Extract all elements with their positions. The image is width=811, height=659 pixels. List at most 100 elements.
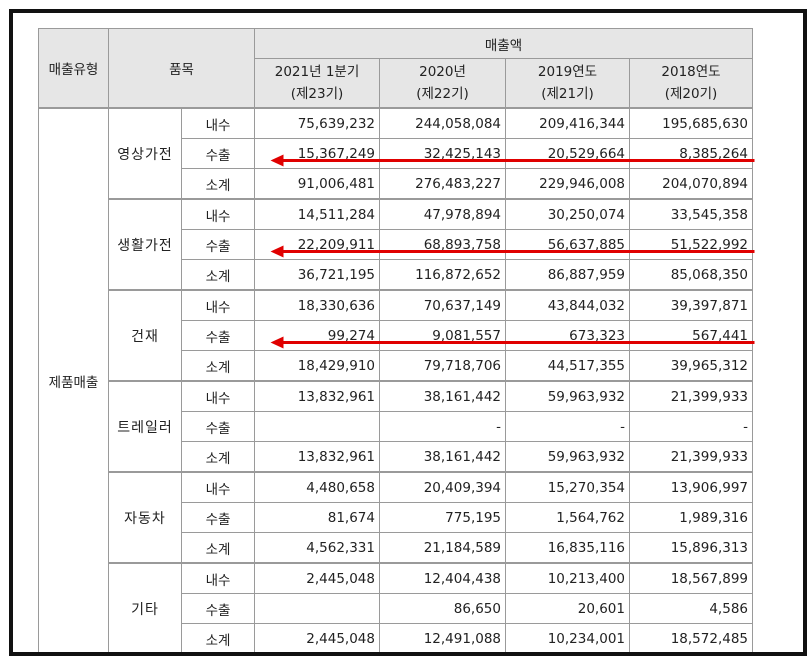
header-sales-type: 매출유형 xyxy=(38,28,109,109)
subtype-cell: 소계 xyxy=(181,259,255,291)
table-row: 소계 18,429,910 79,718,706 44,517,355 39,965,3… xyxy=(39,350,753,382)
value-cell: 99,274 xyxy=(254,320,380,351)
period-year: 2019연도 xyxy=(537,64,598,80)
value-cell: 229,946,008 xyxy=(505,168,630,200)
table-row: 수출 - - - xyxy=(39,411,753,442)
header-item: 품목 xyxy=(108,28,255,109)
value-cell: 21,399,933 xyxy=(629,441,753,473)
value-cell: 39,965,312 xyxy=(629,350,753,382)
value-cell: 47,978,894 xyxy=(379,198,506,230)
value-cell: 15,896,313 xyxy=(629,532,753,564)
table-row: 수출 81,674 775,195 1,564,762 1,989,316 xyxy=(39,502,753,533)
table-row: 건재 내수 18,330,636 70,637,149 43,844,032 39,397… xyxy=(39,289,753,382)
value-cell: 22,209,911 xyxy=(254,229,380,260)
subtype-cell: 수출 xyxy=(181,502,255,533)
period-year: 2018연도 xyxy=(661,64,721,80)
value-cell: 91,006,481 xyxy=(254,168,380,200)
value-cell: 2,445,048 xyxy=(254,562,380,594)
subtype-cell: 수출 xyxy=(181,229,255,260)
value-cell: 18,567,899 xyxy=(629,562,753,594)
value-cell: 567,441 xyxy=(629,320,753,351)
value-cell: 195,685,630 xyxy=(629,107,753,139)
value-cell: 13,832,961 xyxy=(254,441,380,473)
value-cell: 32,425,143 xyxy=(379,138,506,169)
value-cell: 18,572,485 xyxy=(629,623,753,652)
value-cell: 4,586 xyxy=(629,593,753,624)
value-cell: - xyxy=(379,411,506,442)
value-cell: 70,637,149 xyxy=(379,289,506,321)
subtype-cell: 소계 xyxy=(181,350,255,382)
value-cell: 38,161,442 xyxy=(379,380,506,412)
value-cell: - xyxy=(505,411,630,442)
value-cell: 30,250,074 xyxy=(505,198,630,230)
table-row: 제품매출 영상가전 내수 75,639,232 244,058,084 209,416,3… xyxy=(38,107,753,652)
value-cell: 81,674 xyxy=(254,502,380,533)
value-cell: 8,385,264 xyxy=(629,138,753,169)
screenshot-frame: 매출유형 품목 매출액 2021년 1분기 (제23기) 2020년 (제22기) 20… xyxy=(9,9,807,656)
category-cell: 영상가전 xyxy=(108,107,182,200)
subtype-cell: 내수 xyxy=(181,289,255,321)
value-cell: 86,650 xyxy=(379,593,506,624)
value-cell: 1,989,316 xyxy=(629,502,753,533)
value-cell: 36,721,195 xyxy=(254,259,380,291)
value-cell: 4,480,658 xyxy=(254,471,380,503)
period-year: 2020년 xyxy=(419,64,466,80)
value-cell: 59,963,932 xyxy=(505,441,630,473)
sales-type-cell: 제품매출 xyxy=(38,107,109,652)
header-period-2: 2019연도 (제21기) xyxy=(505,58,630,109)
value-cell: 59,963,932 xyxy=(505,380,630,412)
value-cell: 13,832,961 xyxy=(254,380,380,412)
subtype-cell: 내수 xyxy=(181,198,255,230)
value-cell: 79,718,706 xyxy=(379,350,506,382)
value-cell: 12,404,438 xyxy=(379,562,506,594)
subtype-cell: 소계 xyxy=(181,532,255,564)
value-cell: 68,893,758 xyxy=(379,229,506,260)
table-row: 트레일러 내수 13,832,961 38,161,442 59,963,932 21,3… xyxy=(39,380,753,473)
value-cell: 244,058,084 xyxy=(379,107,506,139)
category-cell: 기타 xyxy=(108,562,182,652)
subtype-cell: 내수 xyxy=(181,562,255,594)
subtype-cell: 내수 xyxy=(181,107,255,139)
value-cell: 204,070,894 xyxy=(629,168,753,200)
header-sales-amount: 매출액 xyxy=(254,28,753,59)
period-term: (제22기) xyxy=(416,86,469,102)
subtype-cell: 소계 xyxy=(181,623,255,652)
value-cell: - xyxy=(629,411,753,442)
table-row: 소계 2,445,048 12,491,088 10,234,001 18,572,48… xyxy=(39,623,753,652)
subtype-cell: 소계 xyxy=(181,441,255,473)
header-period-0: 2021년 1분기 (제23기) xyxy=(254,58,380,109)
subtype-cell: 소계 xyxy=(181,168,255,200)
value-cell: 2,445,048 xyxy=(254,623,380,652)
value-cell: 20,529,664 xyxy=(505,138,630,169)
table-row: 수출 15,367,249 32,425,143 20,529,664 8,385,26… xyxy=(39,138,753,169)
value-cell: 51,522,992 xyxy=(629,229,753,260)
subtype-cell: 수출 xyxy=(181,320,255,351)
value-cell: 116,872,652 xyxy=(379,259,506,291)
value-cell: 14,511,284 xyxy=(254,198,380,230)
value-cell: 20,601 xyxy=(505,593,630,624)
subtype-cell: 수출 xyxy=(181,593,255,624)
value-cell: 33,545,358 xyxy=(629,198,753,230)
table-row: 기타 내수 2,445,048 12,404,438 10,213,400 18,567,… xyxy=(39,562,753,652)
value-cell: 13,906,997 xyxy=(629,471,753,503)
period-term: (제20기) xyxy=(664,86,718,102)
category-cell: 건재 xyxy=(108,289,182,382)
value-cell: 9,081,557 xyxy=(379,320,506,351)
value-cell: 75,639,232 xyxy=(254,107,380,139)
table-row: 생활가전 내수 14,511,284 47,978,894 30,250,074 33,5… xyxy=(39,198,753,291)
value-cell xyxy=(254,411,380,442)
header-period-3: 2018연도 (제20기) xyxy=(629,58,753,109)
header-period-1: 2020년 (제22기) xyxy=(379,58,506,109)
value-cell: 86,887,959 xyxy=(505,259,630,291)
value-cell xyxy=(254,593,380,624)
value-cell: 673,323 xyxy=(505,320,630,351)
value-cell: 85,068,350 xyxy=(629,259,753,291)
subtype-cell: 수출 xyxy=(181,138,255,169)
value-cell: 39,397,871 xyxy=(629,289,753,321)
table-body: 제품매출 영상가전 내수 75,639,232 244,058,084 209,416,3… xyxy=(38,107,753,652)
table-row: 수출 99,274 9,081,557 673,323 567,441 xyxy=(39,320,753,351)
value-cell: 18,429,910 xyxy=(254,350,380,382)
value-cell: 21,184,589 xyxy=(379,532,506,564)
category-cell: 트레일러 xyxy=(108,380,182,473)
value-cell: 12,491,088 xyxy=(379,623,506,652)
